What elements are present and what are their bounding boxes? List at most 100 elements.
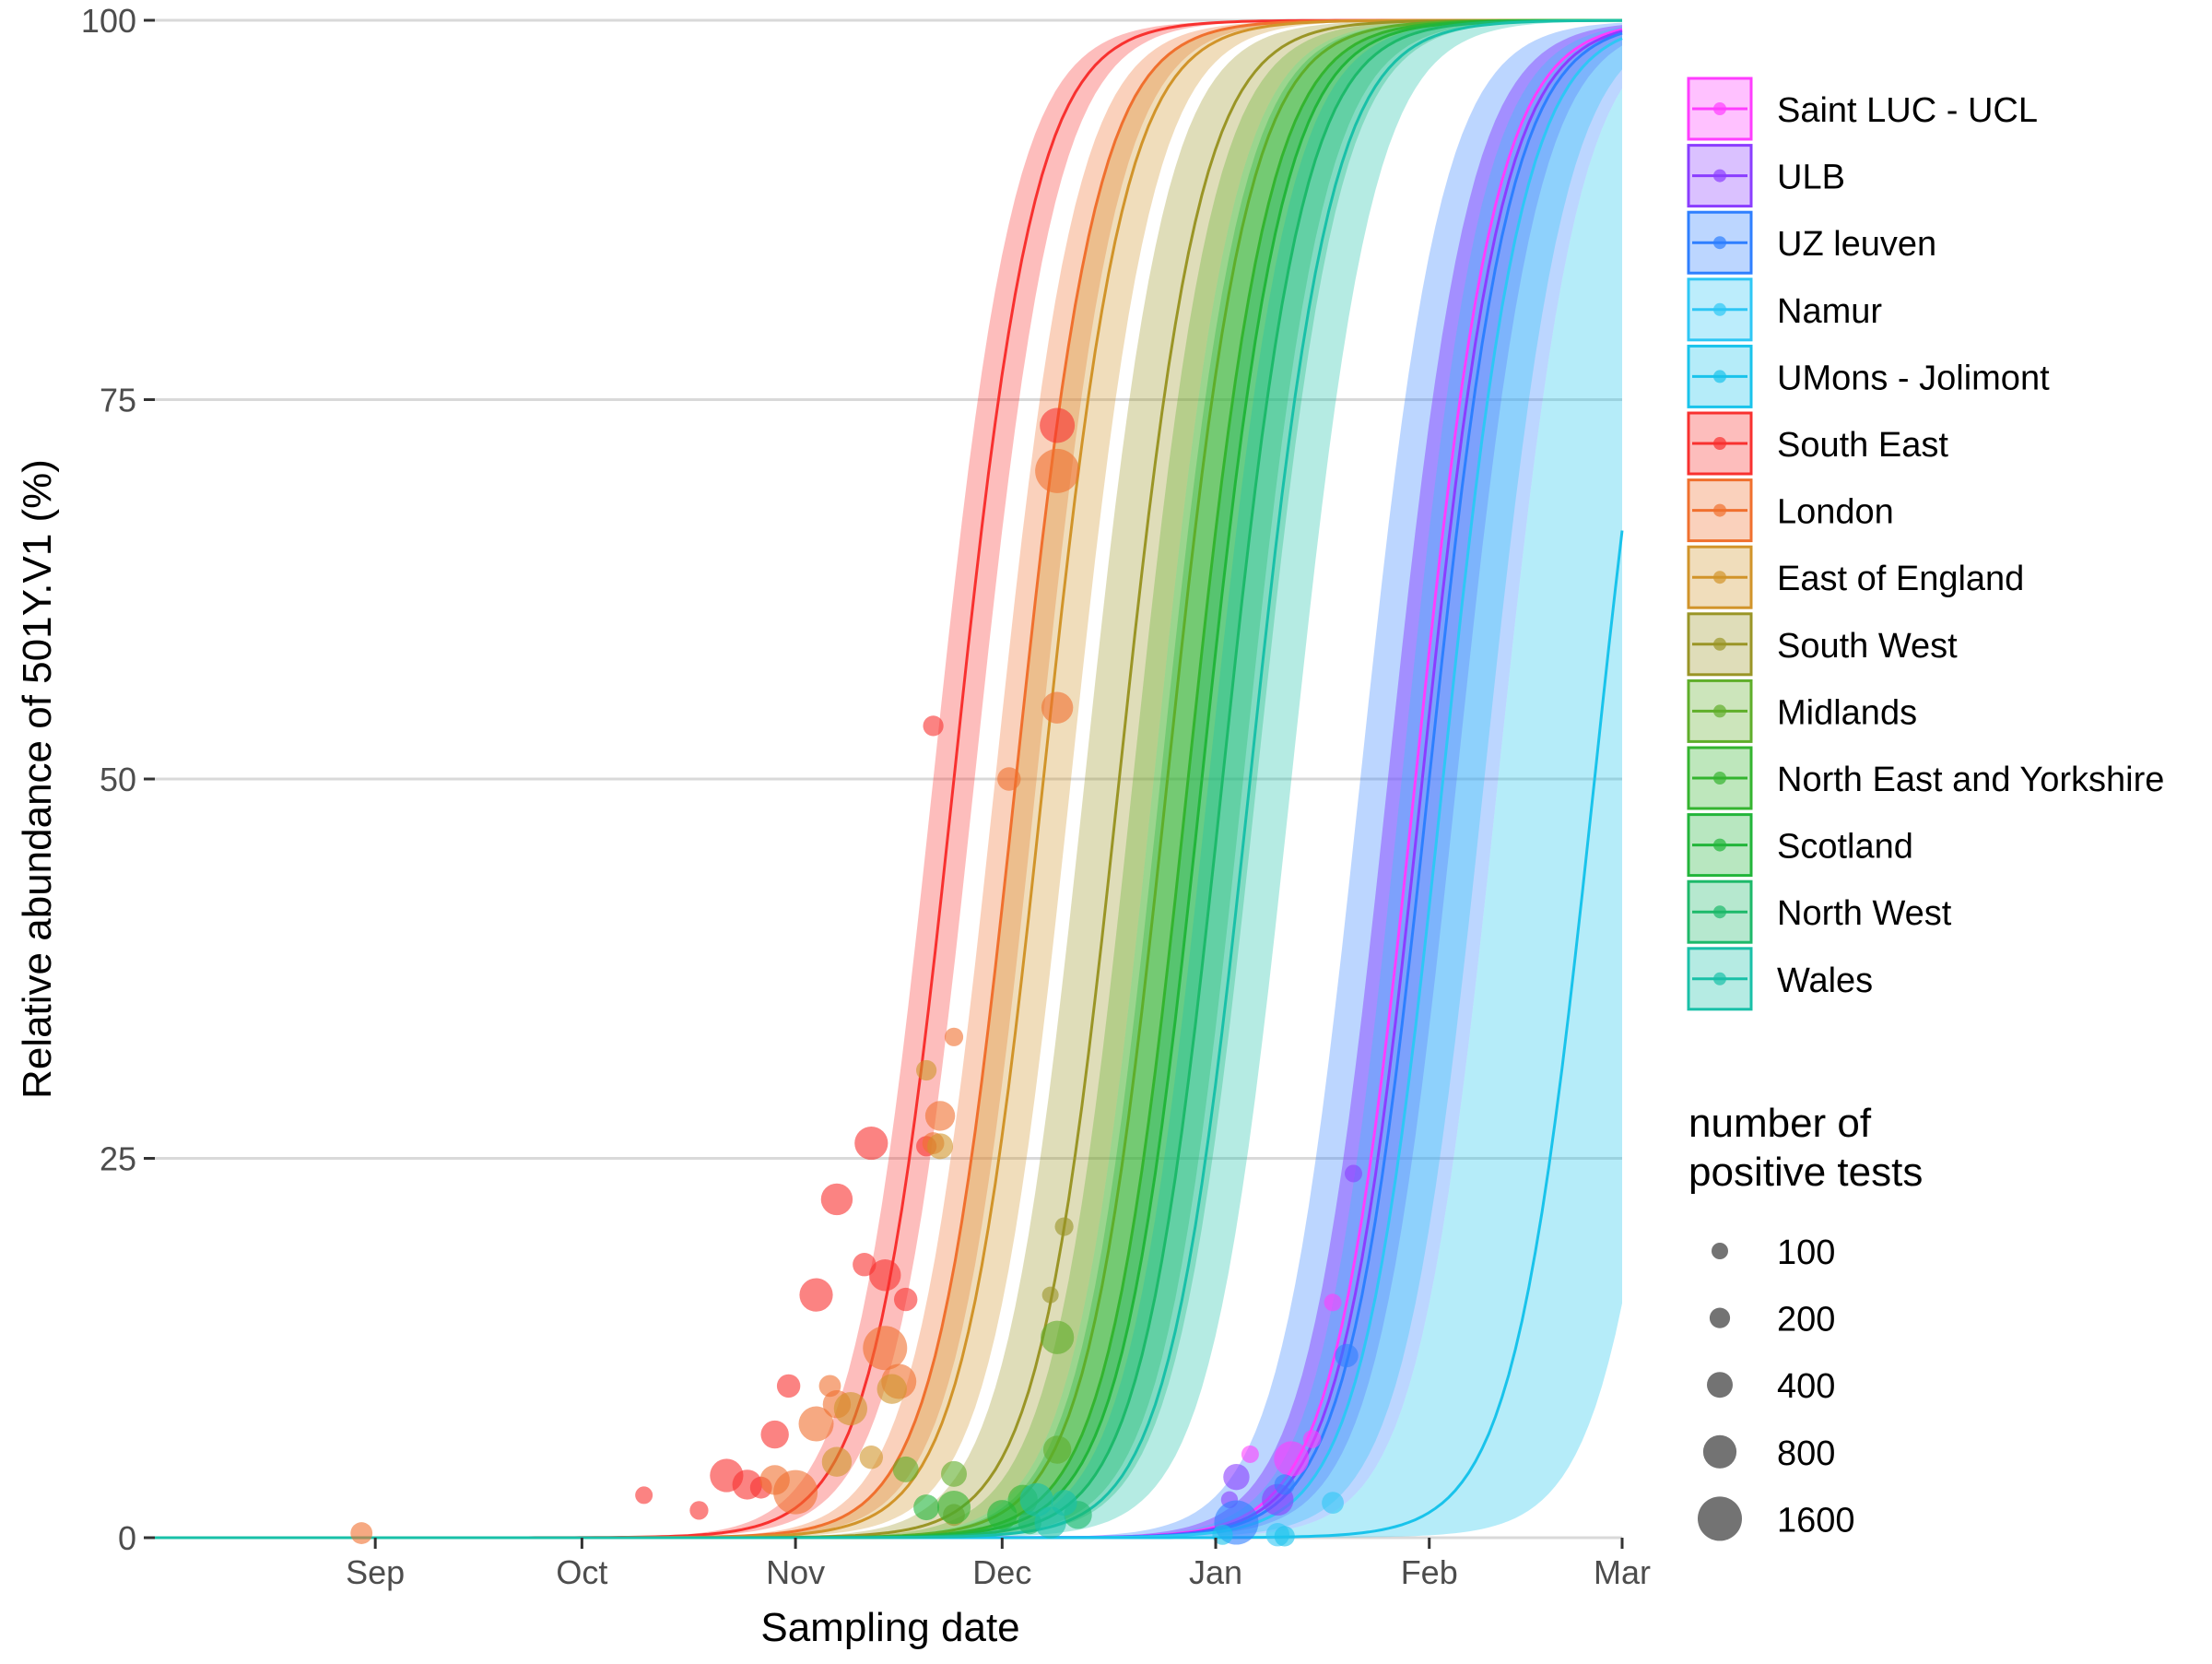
- x-tick-label: Dec: [972, 1553, 1031, 1591]
- data-point-2: [1335, 1343, 1359, 1368]
- data-point-4: [1274, 1526, 1295, 1547]
- data-point-1: [1223, 1463, 1250, 1491]
- data-point-2: [1274, 1474, 1295, 1495]
- data-point-0: [1241, 1445, 1259, 1463]
- y-tick-label: 100: [81, 2, 136, 40]
- ci-band-4: [155, 88, 1622, 1539]
- x-tick-label: Mar: [1594, 1553, 1651, 1591]
- data-point-5: [760, 1420, 789, 1449]
- data-point-6: [1041, 691, 1074, 724]
- data-point-5: [635, 1486, 653, 1505]
- legend-key-dot-1: [1713, 169, 1726, 183]
- ci-band-2: [155, 22, 1622, 1539]
- size-legend-dot-0: [1712, 1243, 1728, 1259]
- x-tick-label: Oct: [556, 1553, 607, 1591]
- data-point-6: [944, 1027, 964, 1046]
- legend-label-10: North East and Yorkshire: [1777, 761, 2164, 799]
- data-point-7: [916, 1059, 937, 1081]
- data-point-4: [1212, 1524, 1233, 1545]
- data-point-11: [913, 1494, 940, 1521]
- size-legend-dot-3: [1702, 1434, 1737, 1469]
- size-legend-title-line2: positive tests: [1688, 1150, 1923, 1195]
- x-axis-title: Sampling date: [760, 1605, 1019, 1650]
- legend-key-dot-10: [1713, 772, 1726, 785]
- legend-label-5: South East: [1777, 426, 1948, 465]
- x-tick-label: Nov: [766, 1553, 825, 1591]
- data-point-5: [869, 1259, 901, 1292]
- legend-key-dot-13: [1713, 972, 1726, 985]
- size-legend-dot-2: [1707, 1372, 1733, 1398]
- legend-key-dot-3: [1713, 302, 1726, 316]
- legend-key-dot-0: [1713, 102, 1726, 115]
- y-tick-label: 50: [100, 761, 136, 798]
- legend-key-dot-2: [1713, 236, 1726, 250]
- data-point-5: [799, 1278, 833, 1312]
- legend-label-12: North West: [1777, 894, 1952, 933]
- ci-band-10: [155, 20, 1622, 1538]
- data-point-8: [1054, 1217, 1074, 1236]
- data-point-9: [892, 1456, 919, 1482]
- y-tick-label: 25: [100, 1140, 136, 1178]
- ci-band-13: [155, 20, 1622, 1539]
- data-point-8: [1041, 1286, 1059, 1304]
- data-point-5: [1040, 407, 1076, 443]
- data-point-1: [1345, 1164, 1363, 1183]
- legend-key-dot-11: [1713, 838, 1726, 852]
- size-legend-dot-4: [1698, 1496, 1742, 1541]
- legend-key-dot-5: [1713, 437, 1726, 450]
- legend-key-dot-6: [1713, 503, 1726, 517]
- x-tick-label: Jan: [1189, 1553, 1242, 1591]
- data-point-9: [1041, 1320, 1075, 1354]
- data-point-5: [923, 715, 944, 737]
- legend-key-dot-7: [1713, 571, 1726, 584]
- data-point-7: [859, 1446, 884, 1469]
- x-tick-label: Sep: [346, 1553, 405, 1591]
- legend-label-2: UZ leuven: [1777, 225, 1936, 264]
- legend-label-3: Namur: [1777, 292, 1882, 331]
- y-tick-label: 75: [100, 382, 136, 419]
- size-legend-title-line1: number of: [1688, 1101, 1872, 1146]
- ci-band-12: [155, 20, 1622, 1538]
- data-point-6: [1035, 448, 1080, 493]
- data-point-7: [821, 1446, 853, 1477]
- data-point-3: [1322, 1492, 1344, 1515]
- data-point-0: [1324, 1293, 1342, 1312]
- data-point-9: [1042, 1435, 1072, 1464]
- size-legend-label-0: 100: [1777, 1233, 1835, 1272]
- legend-key-dot-12: [1713, 905, 1726, 919]
- fit-line-13: [155, 18, 1622, 1540]
- data-point-7: [833, 1391, 867, 1426]
- legend-label-4: UMons - Jolimont: [1777, 359, 2050, 397]
- data-point-12: [1018, 1510, 1041, 1535]
- size-legend-dot-1: [1709, 1307, 1731, 1328]
- data-point-10: [936, 1490, 971, 1525]
- data-point-11: [987, 1500, 1018, 1530]
- data-point-0: [1274, 1441, 1310, 1477]
- legend-label-13: Wales: [1777, 962, 1873, 1000]
- data-point-5: [776, 1374, 801, 1398]
- data-point-9: [941, 1460, 968, 1487]
- legend-label-1: ULB: [1777, 159, 1845, 197]
- legend-label-9: Midlands: [1777, 693, 1917, 732]
- data-point-13: [1034, 1506, 1066, 1539]
- x-tick-label: Feb: [1401, 1553, 1458, 1591]
- size-legend-label-4: 1600: [1777, 1501, 1855, 1540]
- data-point-13: [1051, 1490, 1077, 1516]
- legend-key-dot-9: [1713, 704, 1726, 718]
- legend-key-dot-4: [1713, 370, 1726, 384]
- data-point-5: [689, 1501, 709, 1520]
- data-point-5: [893, 1287, 918, 1312]
- data-point-6: [798, 1406, 834, 1442]
- data-point-6: [773, 1469, 818, 1515]
- data-point-6: [997, 767, 1021, 791]
- legend-label-11: Scotland: [1777, 828, 1913, 867]
- y-axis-title: Relative abundance of 501Y.V1 (%): [15, 459, 60, 1099]
- data-point-7: [877, 1374, 907, 1404]
- data-point-7: [927, 1133, 954, 1160]
- ci-band-11: [155, 20, 1622, 1538]
- size-legend-label-1: 200: [1777, 1301, 1835, 1339]
- ci-band-5: [155, 20, 1622, 1538]
- size-legend-label-3: 800: [1777, 1434, 1835, 1473]
